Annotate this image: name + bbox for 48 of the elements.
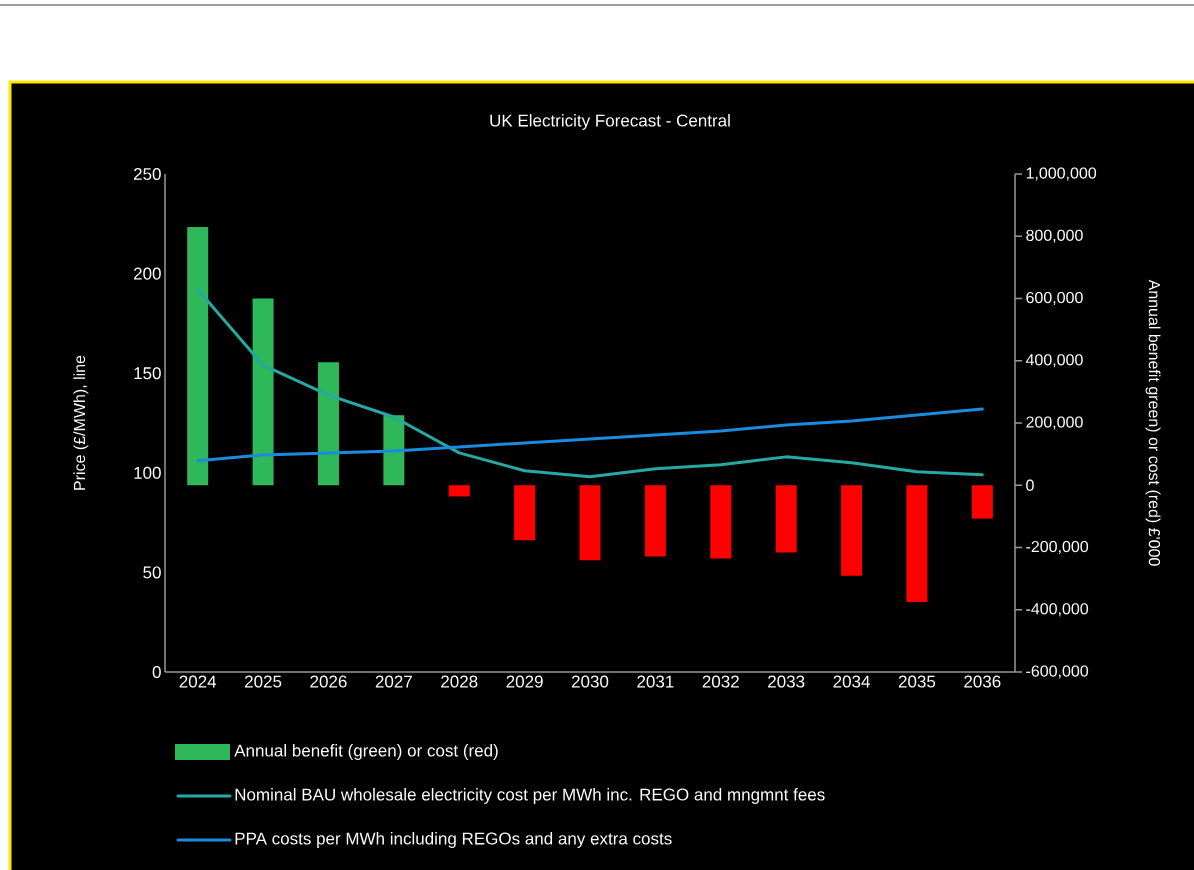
x-tick-label: 2028 bbox=[441, 675, 478, 688]
y-axis-title: Price (£/MWh), line bbox=[73, 355, 89, 490]
legend-label: PPA costs per MWh including REGOs and any extra costs bbox=[235, 832, 672, 848]
y2-tick-label: 1,000,000 bbox=[1026, 167, 1097, 181]
bar bbox=[906, 485, 928, 602]
x-tick-label: 2026 bbox=[310, 675, 347, 688]
bar bbox=[841, 485, 863, 576]
x-tick-label: 2029 bbox=[506, 675, 543, 688]
chart-title: UK Electricity Forecast - Central bbox=[490, 114, 730, 130]
x-tick-label: 2032 bbox=[702, 675, 739, 688]
bar bbox=[383, 415, 405, 486]
x-tick-label: 2034 bbox=[833, 675, 870, 688]
bar bbox=[579, 485, 601, 561]
bar bbox=[644, 485, 666, 557]
y2-tick-label: -400,000 bbox=[1026, 603, 1089, 617]
x-tick-label: 2024 bbox=[179, 675, 217, 688]
bar bbox=[317, 362, 339, 486]
bar bbox=[710, 485, 732, 559]
y-tick-label: 0 bbox=[152, 665, 161, 679]
y2-axis-title: Annual benefit green) or cost (red) £'000 bbox=[1145, 279, 1161, 566]
bar bbox=[252, 298, 274, 486]
bar bbox=[448, 485, 470, 497]
legend-label: Annual benefit (green) or cost (red) bbox=[234, 744, 498, 760]
y2-tick-label: 600,000 bbox=[1026, 291, 1083, 306]
legend-label: Nominal BAU wholesale electricity cost per MWh inc. REGO and mngmnt fees bbox=[235, 788, 825, 804]
x-tick-label: 2033 bbox=[768, 675, 805, 688]
x-tick-label: 2025 bbox=[245, 675, 282, 688]
bar bbox=[187, 226, 209, 486]
y-tick-label: 250 bbox=[133, 167, 161, 181]
bar bbox=[775, 485, 797, 553]
x-tick-label: 2030 bbox=[571, 675, 609, 688]
y-tick-label: 150 bbox=[134, 367, 161, 380]
y-tick-label: 100 bbox=[134, 466, 161, 479]
line-series bbox=[196, 288, 984, 479]
y2-tick-label: 800,000 bbox=[1026, 229, 1083, 243]
x-tick-label: 2035 bbox=[898, 675, 936, 688]
y2-tick-label: 200,000 bbox=[1026, 416, 1083, 430]
x-tick-label: 2036 bbox=[964, 675, 1001, 688]
y2-tick-label: -600,000 bbox=[1026, 665, 1089, 679]
y2-tick-label: 400,000 bbox=[1025, 354, 1083, 368]
x-tick-label: 2031 bbox=[637, 675, 674, 688]
x-tick-label: 2027 bbox=[375, 675, 412, 688]
y2-tick-label: 0 bbox=[1026, 479, 1034, 491]
bar bbox=[514, 485, 536, 541]
bar bbox=[971, 485, 993, 519]
y2-tick-label: -200,000 bbox=[1026, 540, 1089, 555]
y-tick-label: 50 bbox=[143, 566, 161, 579]
y-tick-label: 200 bbox=[133, 267, 161, 280]
